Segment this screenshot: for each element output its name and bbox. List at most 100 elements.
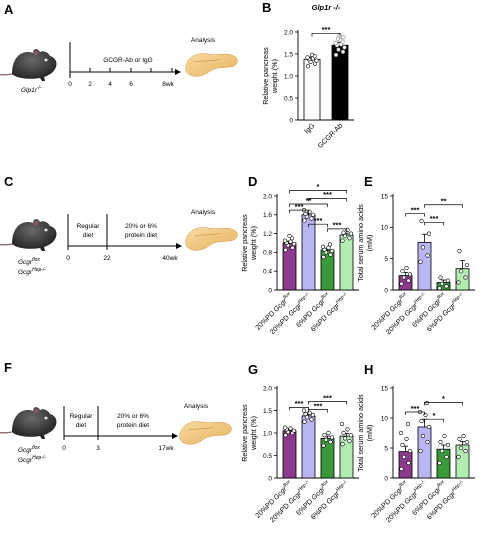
bar: [417, 241, 432, 291]
y-tick-label: 1.6: [263, 212, 272, 219]
significance-bracket: [424, 418, 444, 423]
data-point: [461, 433, 466, 439]
data-point: [463, 448, 468, 454]
data-point: [310, 212, 316, 217]
panel-letter-d: D: [248, 174, 257, 189]
data-point: [326, 245, 331, 250]
significance-bracket: [424, 221, 444, 226]
significance-bracket: [289, 190, 347, 194]
significance-label: ***: [333, 221, 342, 230]
y-tick-label: 2.0: [284, 29, 293, 36]
diet-label: Regular: [77, 223, 101, 230]
significance-label: ***: [430, 214, 439, 223]
data-point: [399, 281, 404, 286]
data-point: [302, 419, 307, 424]
data-point: [418, 448, 423, 454]
time-label: 3: [96, 445, 100, 452]
data-point: [456, 280, 461, 285]
y-tick-label: 1.5: [263, 408, 272, 415]
panel-letter-h: H: [364, 362, 373, 377]
data-point: [407, 448, 413, 454]
significance-label: ***: [295, 399, 304, 408]
y-tick-label: 0.5: [263, 453, 272, 460]
y-tick-label: 0: [268, 287, 272, 294]
diet-label: diet: [76, 422, 87, 429]
y-tick-label: 0.8: [263, 250, 272, 257]
chart-title: Glp1r -/-: [312, 3, 341, 12]
significance-label: ***: [314, 401, 323, 410]
data-point: [444, 454, 449, 460]
data-point: [457, 249, 462, 254]
significance-bracket: [311, 32, 341, 37]
data-point: [289, 236, 295, 241]
mouse-icon: [0, 48, 58, 82]
significance-label: ***: [323, 393, 332, 402]
data-point: [425, 439, 430, 445]
x-tick-label: IgG: [303, 122, 316, 135]
mouse-icon: [0, 218, 58, 252]
data-point: [333, 52, 339, 57]
data-point: [303, 412, 308, 417]
genotype-label-c: Gcgrflox: [18, 257, 40, 266]
panel-letter-f: F: [4, 360, 12, 375]
y-tick-label: 0: [384, 475, 388, 482]
y-tick-label: 2.0: [263, 193, 272, 200]
genotype-label-a: Glp1r-/-: [21, 85, 42, 94]
panel-letter-g: G: [248, 362, 258, 377]
bar: [282, 430, 297, 479]
bar: [303, 58, 321, 121]
significance-label: ***: [411, 404, 420, 413]
panel-letter-e: E: [364, 174, 373, 189]
data-point: [329, 248, 335, 254]
significance-label: ***: [322, 25, 331, 34]
data-point: [464, 262, 470, 268]
data-point: [341, 35, 346, 40]
data-point: [291, 428, 297, 433]
data-point: [437, 460, 442, 466]
significance-label: *: [433, 411, 436, 420]
data-point: [438, 439, 443, 445]
panel-letter-b: B: [262, 0, 271, 15]
significance-bracket: [289, 203, 328, 207]
data-point: [342, 45, 347, 50]
significance-bracket: [327, 228, 347, 232]
time-label: 0: [66, 255, 70, 262]
y-tick-label: 1.5: [284, 51, 293, 58]
data-point: [399, 466, 404, 472]
y-axis-label: Relative pancreas: [240, 404, 249, 462]
time-label: 22: [103, 255, 111, 262]
y-axis-label: Total serum amino acids: [356, 394, 365, 472]
data-point: [420, 433, 426, 439]
data-point: [301, 408, 307, 413]
analysis-label: Analysis: [191, 209, 216, 216]
y-tick-label: 0: [384, 287, 388, 294]
pancreas-icon: [179, 421, 232, 445]
diet-label: protein diet: [117, 422, 149, 429]
diet-label: 20% or 6%: [117, 413, 149, 420]
time-label: 2: [88, 81, 92, 88]
y-tick-label: 0: [289, 117, 293, 124]
data-point: [328, 252, 333, 257]
analysis-label: Analysis: [191, 37, 216, 44]
data-point: [321, 255, 326, 260]
time-label: 17wk: [158, 445, 174, 452]
data-point: [342, 436, 348, 441]
data-point: [457, 436, 462, 442]
significance-label: ***: [314, 216, 323, 225]
analysis-label: Analysis: [184, 403, 209, 410]
y-tick-label: 2.0: [263, 385, 272, 392]
panel-f: F Gcgrflox GcgrHep-/- Regular diet 20% o…: [0, 360, 232, 464]
genotype-label-f: Gcgrflox: [18, 445, 40, 454]
y-tick-label: 10: [381, 225, 389, 232]
data-point: [419, 418, 424, 424]
data-point: [342, 233, 348, 239]
data-point: [329, 435, 335, 440]
significance-bracket: [308, 198, 347, 202]
data-point: [420, 245, 426, 250]
y-tick-label: 0.5: [284, 95, 293, 102]
time-label: 0: [68, 81, 72, 88]
data-point: [407, 272, 413, 277]
data-point: [401, 454, 407, 460]
